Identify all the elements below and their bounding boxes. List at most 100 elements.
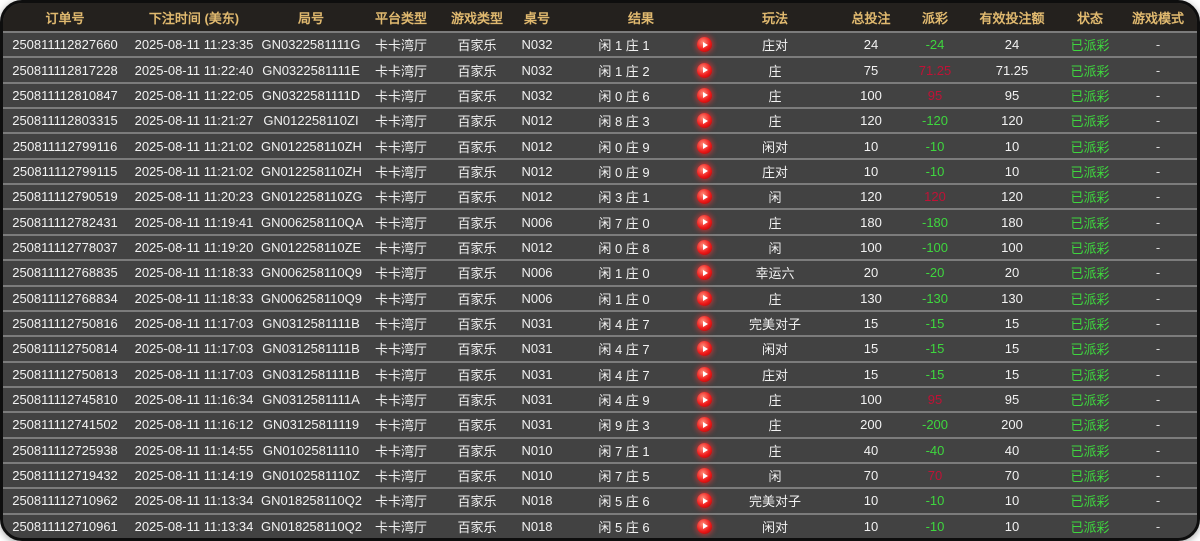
replay-play-icon[interactable] [696,239,712,255]
cell-order-id: 250811112799116 [12,138,118,154]
cell-replay [687,341,721,357]
replay-play-icon[interactable] [696,163,712,179]
cell-play-type: 庄 [768,418,782,434]
cell-valid-bet: 40 [1004,442,1020,458]
cell-status: 已派彩 [1070,63,1110,79]
cell-replay [687,392,721,408]
cell-status: 已派彩 [1070,88,1110,104]
cell-game-type: 百家乐 [457,190,497,206]
cell-game-type: 百家乐 [457,38,497,54]
cell-platform: 卡卡湾厅 [374,240,427,256]
replay-play-icon[interactable] [696,290,712,306]
cell-game-type: 百家乐 [457,114,497,130]
cell-round-id: GN006258110Q9 [261,290,362,306]
replay-play-icon[interactable] [696,87,712,103]
replay-play-icon[interactable] [696,189,712,205]
cell-total-bet: 15 [863,316,879,332]
cell-payout: -10 [925,138,945,154]
table-body: 250811112827660 2025-08-11 11:23:35 GN03… [3,31,1197,538]
replay-play-icon[interactable] [696,37,712,53]
cell-result: 闲 9 庄 3 [598,418,650,434]
replay-play-icon[interactable] [696,265,712,281]
cell-game-type: 百家乐 [457,443,497,459]
cell-table-no: N006 [521,290,553,306]
cell-replay [687,163,721,179]
cell-order-id: 250811112741502 [12,417,118,433]
cell-payout: 71.25 [918,62,952,78]
cell-play-type: 庄 [768,215,782,231]
replay-play-icon[interactable] [696,493,712,509]
cell-payout: -15 [925,366,945,382]
cell-round-id: GN0312581111B [262,366,360,382]
cell-order-id: 250811112782431 [12,214,118,230]
cell-result: 闲 0 庄 9 [598,139,650,155]
cell-game-mode: - [1155,189,1161,205]
cell-status: 已派彩 [1070,240,1110,256]
replay-play-icon[interactable] [696,113,712,129]
cell-replay [687,62,721,78]
cell-game-type: 百家乐 [457,519,497,535]
cell-play-type: 庄 [768,88,782,104]
replay-play-icon[interactable] [696,468,712,484]
cell-result: 闲 0 庄 8 [598,240,650,256]
cell-game-mode: - [1155,366,1161,382]
table-row: 250811112782431 2025-08-11 11:19:41 GN00… [3,208,1197,234]
cell-order-id: 250811112810847 [12,87,118,103]
cell-bet-time: 2025-08-11 11:17:03 [134,316,254,332]
cell-valid-bet: 20 [1004,265,1020,281]
table-row: 250811112768834 2025-08-11 11:18:33 GN00… [3,284,1197,310]
cell-replay [687,189,721,205]
col-header-total-bet: 总投注 [851,10,891,26]
cell-status: 已派彩 [1070,393,1110,409]
replay-play-icon[interactable] [696,214,712,230]
cell-order-id: 250811112790519 [12,189,118,205]
cell-total-bet: 40 [863,442,879,458]
cell-round-id: GN01025811110 [262,442,360,458]
cell-valid-bet: 95 [1004,87,1020,103]
col-header-play-type: 玩法 [761,10,788,26]
cell-result: 闲 0 庄 6 [598,88,650,104]
replay-play-icon[interactable] [696,417,712,433]
cell-valid-bet: 200 [1001,417,1023,433]
cell-result: 闲 8 庄 3 [598,114,650,130]
cell-bet-time: 2025-08-11 11:21:02 [134,138,254,154]
cell-game-mode: - [1155,417,1161,433]
cell-play-type: 完美对子 [748,317,801,333]
replay-play-icon[interactable] [696,341,712,357]
replay-play-icon[interactable] [696,366,712,382]
cell-status: 已派彩 [1070,291,1110,307]
cell-total-bet: 10 [863,138,879,154]
cell-total-bet: 100 [860,392,882,408]
cell-total-bet: 100 [860,239,882,255]
replay-play-icon[interactable] [696,138,712,154]
cell-platform: 卡卡湾厅 [374,266,427,282]
cell-play-type: 庄 [768,443,782,459]
cell-order-id: 250811112803315 [12,113,118,129]
cell-game-mode: - [1155,214,1161,230]
cell-replay [687,265,721,281]
cell-game-mode: - [1155,468,1161,484]
cell-bet-time: 2025-08-11 11:16:34 [134,392,254,408]
col-header-payout: 派彩 [921,10,948,26]
replay-play-icon[interactable] [696,442,712,458]
replay-play-icon[interactable] [696,392,712,408]
cell-game-mode: - [1155,290,1161,306]
cell-table-no: N018 [521,493,553,509]
replay-play-icon[interactable] [696,518,712,534]
cell-total-bet: 10 [863,163,879,179]
cell-total-bet: 15 [863,366,879,382]
cell-game-mode: - [1155,316,1161,332]
cell-round-id: GN012258110ZE [261,239,362,255]
cell-table-no: N006 [521,265,553,281]
cell-replay [687,518,721,534]
cell-bet-time: 2025-08-11 11:21:02 [134,163,254,179]
cell-game-type: 百家乐 [457,164,497,180]
cell-payout: 70 [927,468,943,484]
cell-result: 闲 7 庄 0 [598,215,650,231]
cell-play-type: 庄对 [761,164,788,180]
cell-total-bet: 100 [860,87,882,103]
replay-play-icon[interactable] [696,62,712,78]
cell-valid-bet: 10 [1004,518,1020,534]
replay-play-icon[interactable] [696,316,712,332]
col-header-result: 结果 [627,10,654,26]
